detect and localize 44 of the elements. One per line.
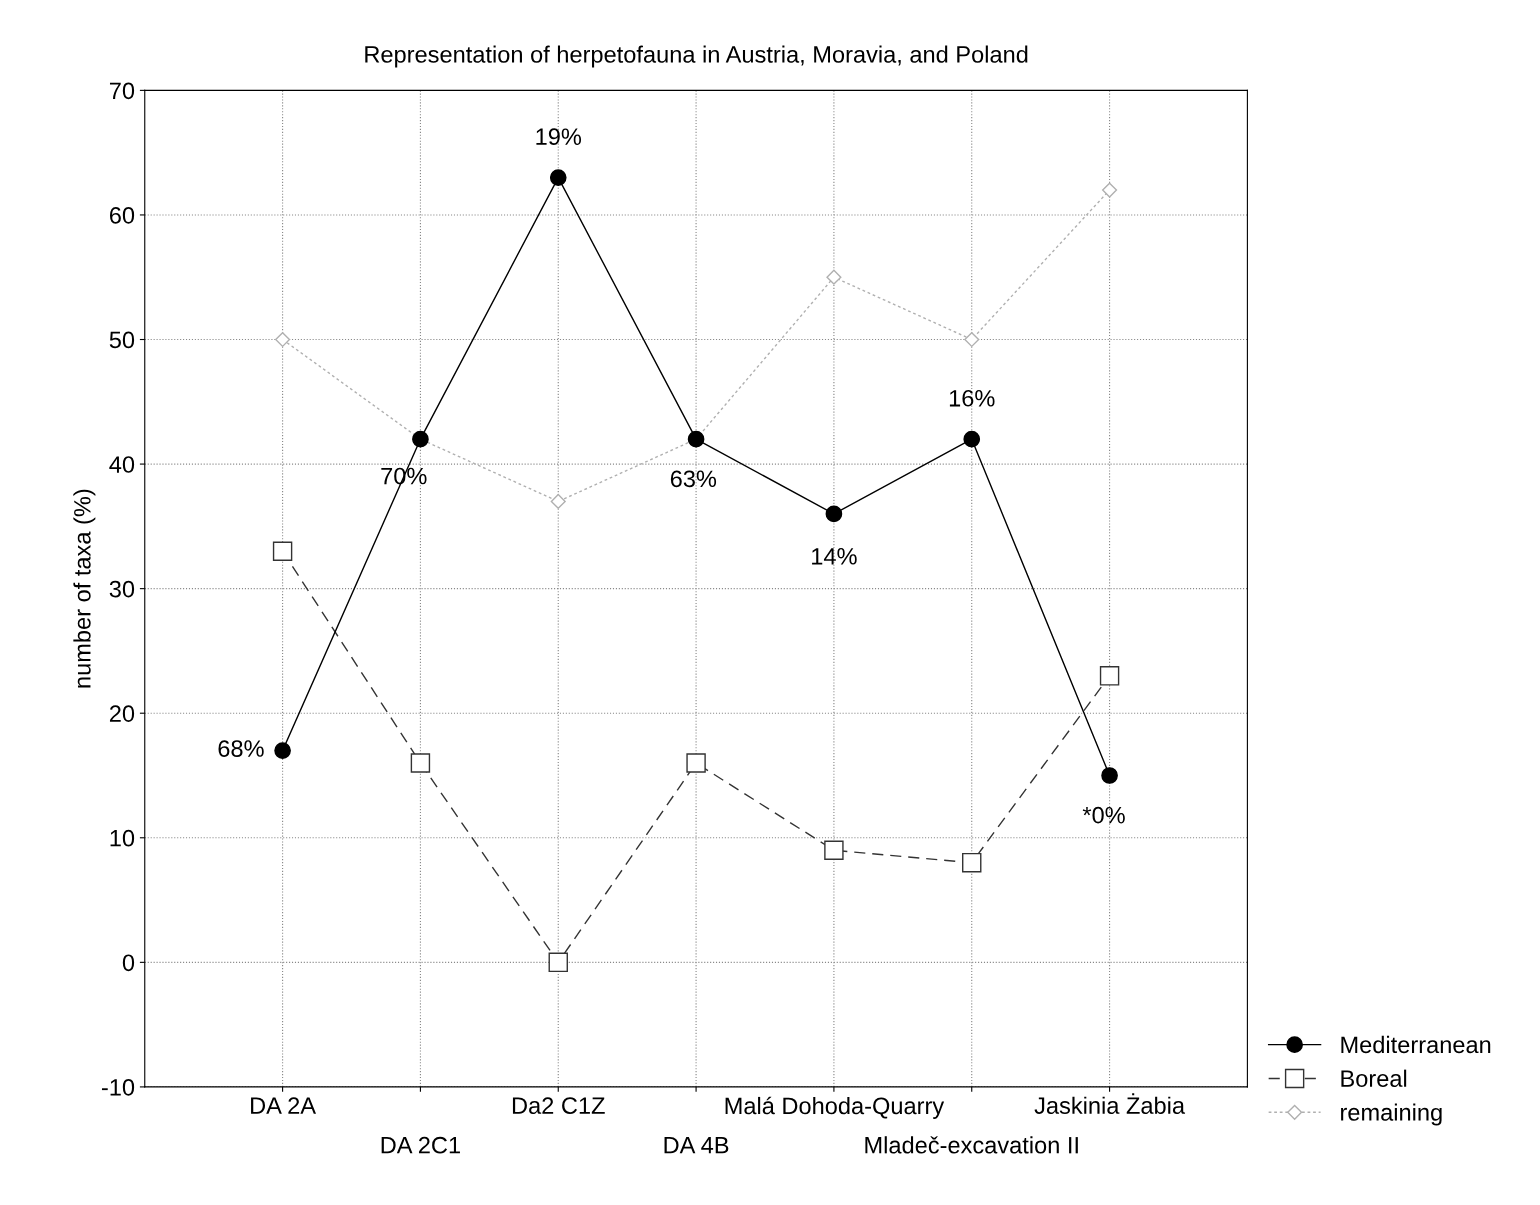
y-tick-label: 50 (109, 331, 135, 349)
x-tick-label: Jaskinia Żabia (1034, 1093, 1186, 1114)
point (550, 493, 566, 510)
y-tick-label: 10 (110, 829, 135, 847)
y-axis-title: number of taxa (%) (73, 489, 96, 688)
point (549, 169, 567, 186)
y-tick-label: -10 (101, 1078, 135, 1096)
annotation: 63% (670, 470, 717, 488)
point (824, 840, 844, 860)
point (274, 742, 291, 759)
annotation: 19% (536, 128, 582, 146)
point (1101, 767, 1118, 784)
annotation: *0% (1082, 806, 1125, 824)
point (963, 430, 981, 448)
point (1099, 666, 1120, 686)
x-tick-label: Malá Dohoda-Quarry (725, 1096, 945, 1119)
y-tick-label: 0 (122, 954, 135, 972)
x-tick-label: DA 2A (251, 1097, 317, 1114)
point (410, 753, 431, 773)
legend-label: Mediterranean (1341, 1035, 1491, 1054)
point (1101, 182, 1118, 198)
y-tick-label: 30 (109, 580, 135, 598)
x-tick-label: DA 2C1 (381, 1136, 460, 1154)
point (272, 541, 293, 561)
legend-label: remaining (1341, 1103, 1442, 1126)
point (548, 952, 568, 973)
legend-label: Boreal (1341, 1069, 1407, 1087)
x-tick-label: DA 4B (664, 1137, 729, 1154)
annotation: 68% (218, 740, 264, 757)
annotation: 14% (812, 548, 857, 565)
x-tick-label: Mladeč-excavation II (865, 1136, 1078, 1154)
point (275, 331, 291, 348)
annotation: 16% (949, 389, 995, 407)
y-tick-label: 70 (109, 82, 135, 100)
point (962, 852, 982, 873)
x-tick-label: Da2 C1Z (512, 1097, 605, 1114)
y-tick-label: 40 (109, 456, 135, 473)
point (825, 505, 843, 523)
chart-title: Representation of herpetofauna in Austria, Moravia, and Poland (365, 45, 1028, 68)
y-tick-label: 60 (109, 207, 135, 224)
point (826, 269, 842, 285)
point (686, 753, 706, 773)
y-tick-label: 20 (109, 705, 135, 722)
point (964, 331, 980, 348)
